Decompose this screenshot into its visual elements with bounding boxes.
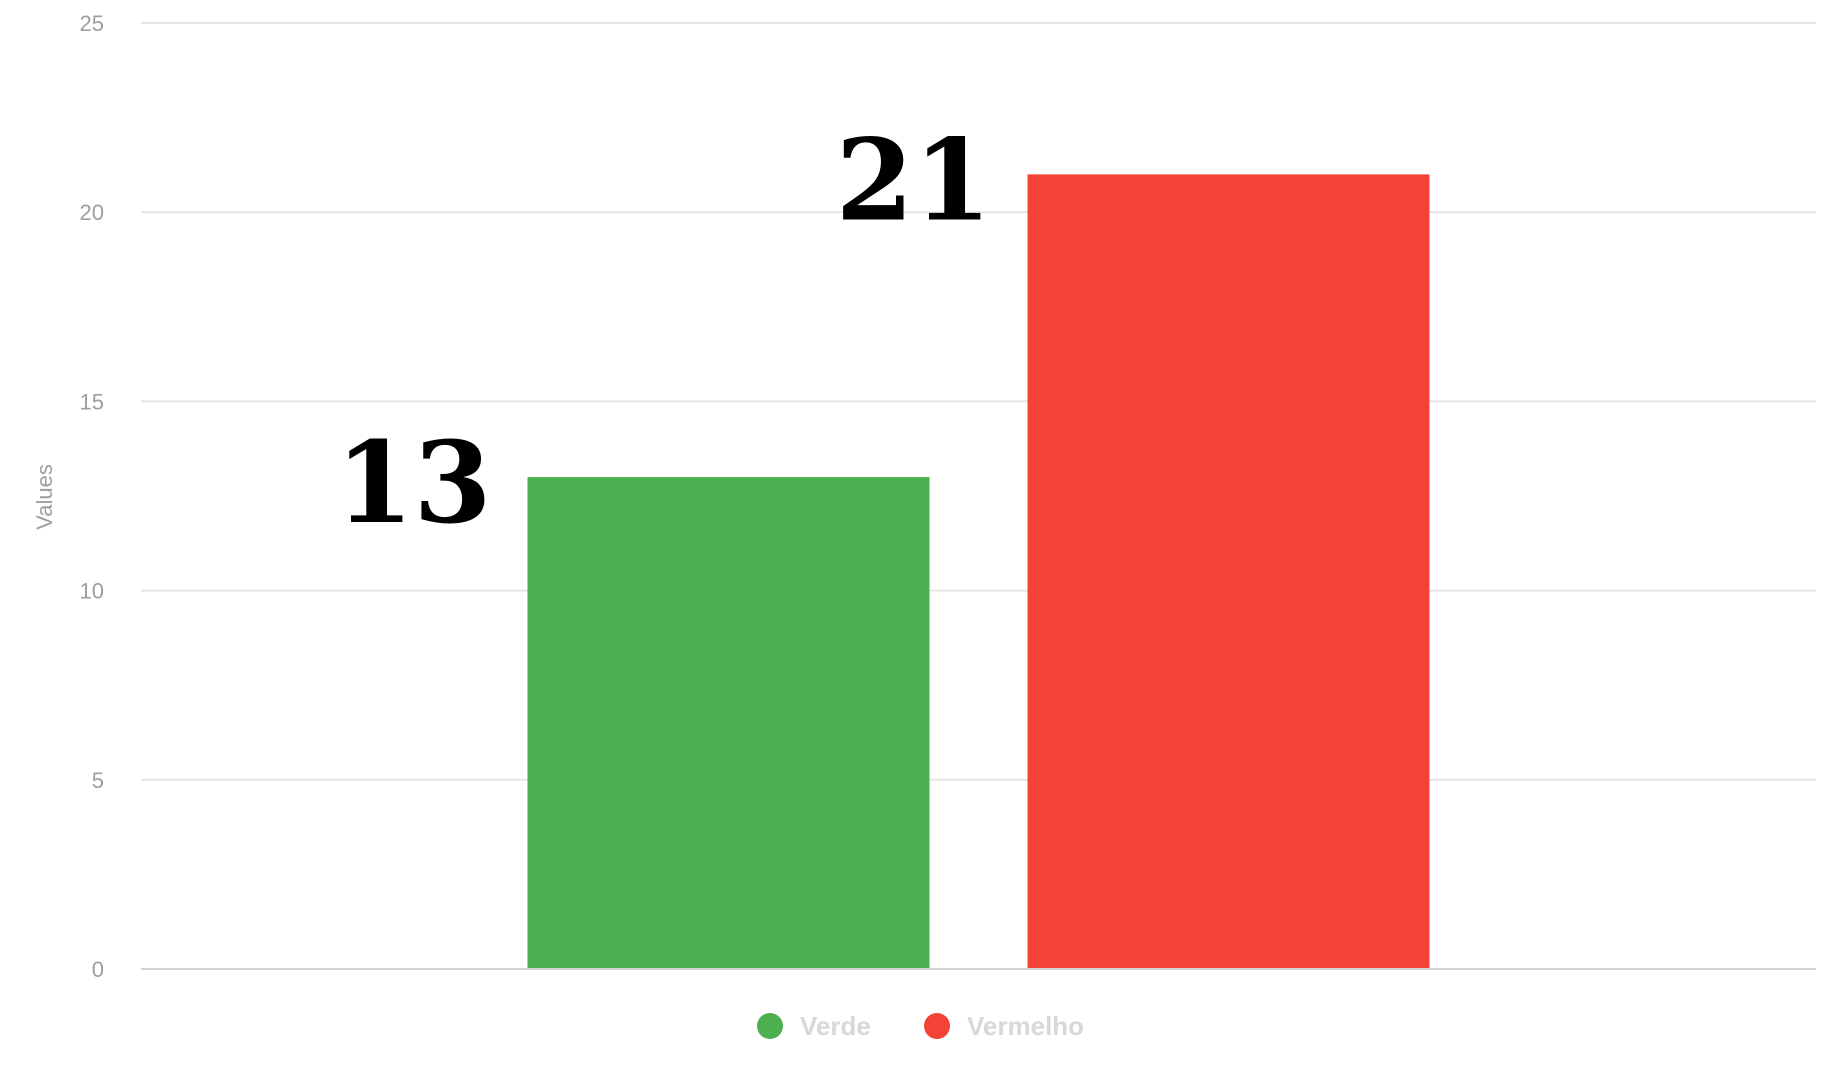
legend-label-verde[interactable]: Verde bbox=[800, 1011, 871, 1041]
data-label-verde: 13 bbox=[336, 418, 492, 549]
legend-marker-verde bbox=[757, 1013, 783, 1039]
bar-verde[interactable] bbox=[527, 477, 930, 969]
y-tick-label: 20 bbox=[80, 200, 104, 225]
legend-label-vermelho[interactable]: Vermelho bbox=[967, 1011, 1084, 1041]
data-labels: 13 21 bbox=[336, 115, 992, 549]
y-tick-label: 0 bbox=[92, 957, 104, 982]
grid-lines bbox=[141, 22, 1816, 781]
bars bbox=[527, 174, 1430, 970]
y-tick-label: 5 bbox=[92, 768, 104, 793]
y-tick-label: 15 bbox=[80, 389, 104, 414]
bar-vermelho[interactable] bbox=[1027, 174, 1430, 970]
data-label-vermelho: 21 bbox=[836, 115, 992, 246]
y-axis-ticks: 0 5 10 15 20 25 bbox=[80, 11, 104, 982]
y-tick-label: 10 bbox=[80, 579, 104, 604]
y-axis-title: Values bbox=[32, 464, 57, 530]
legend[interactable]: Verde Vermelho bbox=[757, 1011, 1084, 1041]
y-tick-label: 25 bbox=[80, 11, 104, 36]
legend-marker-vermelho bbox=[924, 1013, 950, 1039]
